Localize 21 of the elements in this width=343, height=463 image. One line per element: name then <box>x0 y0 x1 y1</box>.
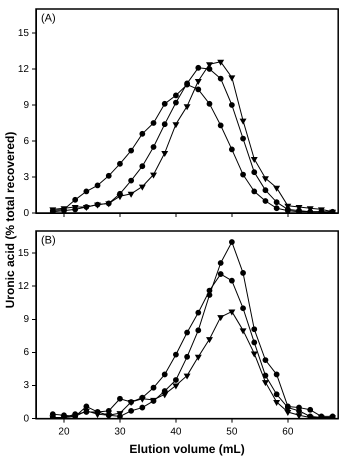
y-tick-label: 12 <box>18 280 30 292</box>
x-tick-label: 50 <box>226 426 238 438</box>
y-tick-label: 6 <box>23 136 30 147</box>
y-tick-label: 9 <box>23 100 30 111</box>
x-axis-title: Elution volume (mL) <box>129 442 245 456</box>
x-tick-label: 60 <box>282 426 294 438</box>
y-tick-label: 6 <box>23 347 30 358</box>
y-tick-label: 0 <box>23 413 30 424</box>
x-tick-label: 40 <box>170 426 182 438</box>
y-tick-label: 12 <box>18 64 30 75</box>
y-tick-label: 15 <box>18 28 30 39</box>
y-axis-title: Uronic acid (% total recovered) <box>2 130 18 310</box>
y-tick-label: 15 <box>18 248 30 259</box>
annotation: (B) <box>41 234 56 247</box>
y-tick-label: 0 <box>23 208 30 219</box>
annotation: (A) <box>41 12 56 25</box>
x-tick-label: 30 <box>114 426 126 438</box>
x-tick-label: 20 <box>58 426 70 438</box>
y-tick-label: 3 <box>23 380 30 392</box>
y-tick-label: 3 <box>23 172 30 183</box>
y-tick-label: 9 <box>23 314 30 326</box>
